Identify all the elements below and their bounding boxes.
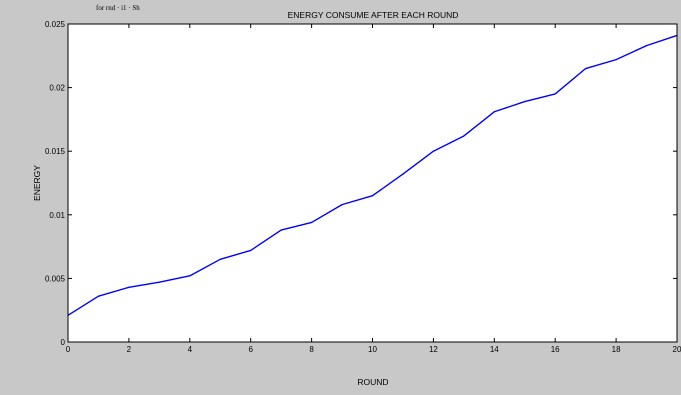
x-tick-label: 10 — [368, 345, 377, 354]
x-tick-label: 12 — [429, 345, 438, 354]
y-axis-label: ENERGY — [32, 165, 42, 201]
x-axis-label: ROUND — [357, 377, 388, 387]
x-tick-label: 20 — [673, 345, 681, 354]
x-tick-label: 8 — [309, 345, 314, 354]
data-point — [280, 229, 282, 231]
data-point — [432, 150, 434, 152]
data-point — [615, 59, 617, 61]
data-point — [311, 221, 313, 224]
data-point — [97, 295, 100, 297]
data-point — [493, 111, 495, 113]
data-point — [463, 135, 465, 137]
y-tick-label: 0 — [61, 338, 66, 347]
x-tick-label: 2 — [127, 345, 132, 354]
top-left-artifact-text: for rnd · i1 · Sh — [96, 4, 140, 12]
data-point — [524, 100, 526, 103]
y-tick-label: 0.005 — [45, 274, 66, 283]
data-point — [341, 204, 343, 206]
x-axis-ticks: 0 2 4 6 8 10 12 14 16 18 20 — [66, 24, 681, 354]
data-point — [250, 249, 252, 252]
x-tick-label: 18 — [612, 345, 621, 354]
y-tick-label: 0.02 — [49, 84, 65, 93]
data-point — [554, 93, 556, 95]
data-point — [189, 275, 191, 277]
data-point — [158, 281, 160, 283]
data-point — [585, 67, 587, 70]
x-tick-label: 4 — [188, 345, 193, 354]
data-point — [645, 45, 648, 47]
x-tick-label: 6 — [248, 345, 253, 354]
data-point — [128, 286, 130, 288]
plot-area — [68, 24, 677, 342]
y-tick-label: 0.015 — [45, 147, 66, 156]
x-tick-label: 14 — [490, 345, 499, 354]
y-tick-label: 0.01 — [49, 211, 65, 220]
x-tick-label: 0 — [66, 345, 71, 354]
data-point — [219, 258, 221, 260]
data-point — [371, 195, 374, 197]
y-tick-label: 0.025 — [45, 20, 66, 29]
plot-frame — [67, 23, 678, 343]
x-tick-label: 16 — [551, 345, 560, 354]
chart-title: ENERGY CONSUME AFTER EACH ROUND — [288, 10, 459, 20]
data-point — [402, 173, 404, 175]
